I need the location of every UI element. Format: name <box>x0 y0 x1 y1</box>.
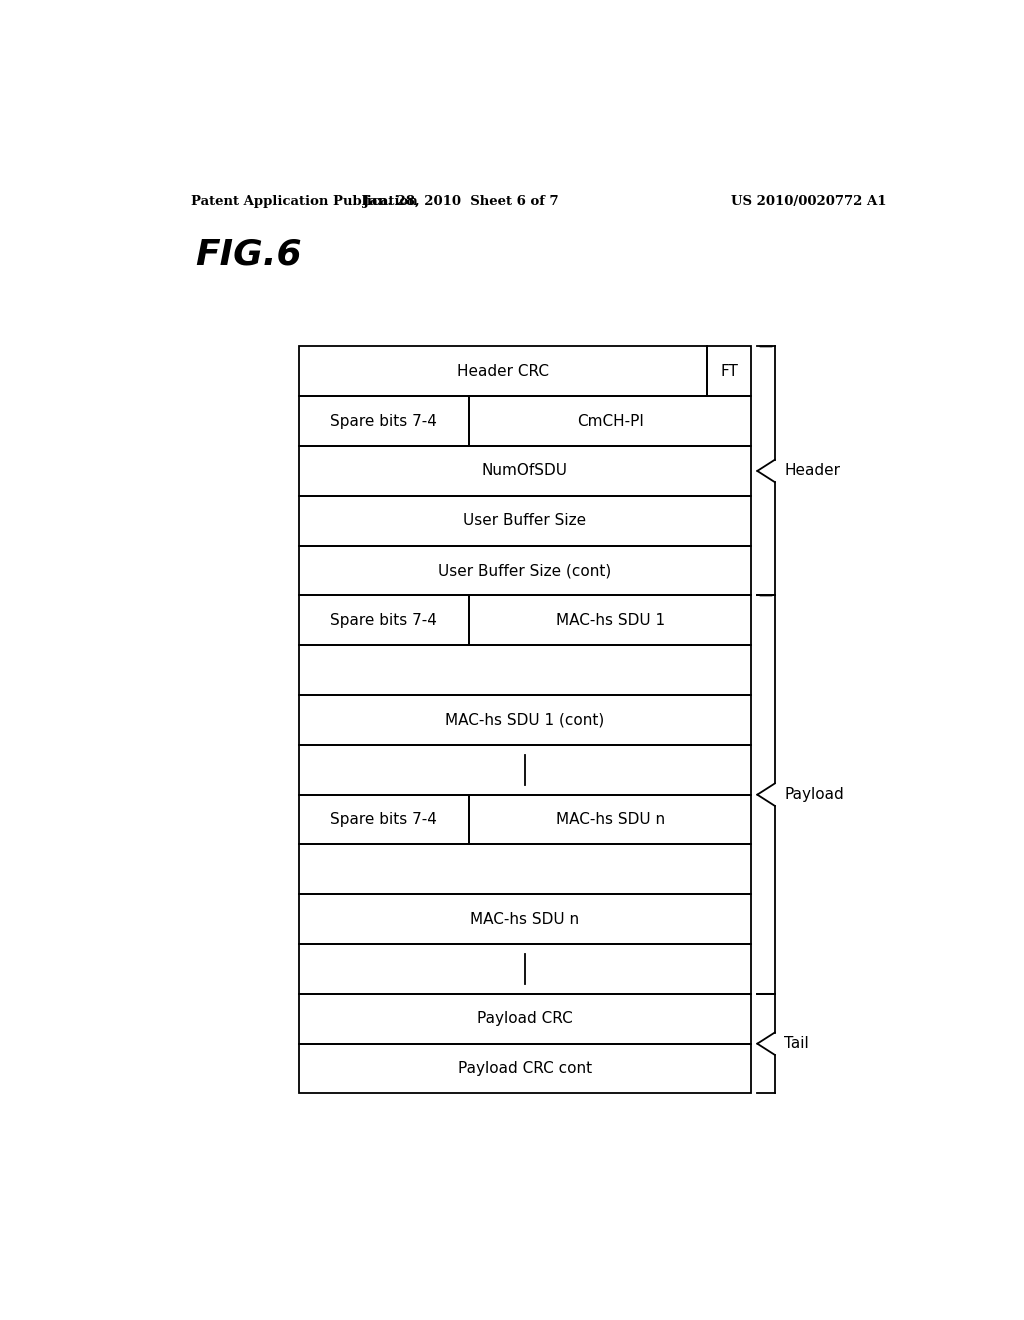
Text: MAC-hs SDU n: MAC-hs SDU n <box>556 812 665 828</box>
Bar <box>469 795 751 845</box>
Text: FIG.6: FIG.6 <box>196 238 302 272</box>
Text: User Buffer Size: User Buffer Size <box>463 513 587 528</box>
Bar <box>469 595 751 645</box>
Text: Payload CRC cont: Payload CRC cont <box>458 1061 592 1076</box>
Text: Tail: Tail <box>784 1036 809 1051</box>
Text: User Buffer Size (cont): User Buffer Size (cont) <box>438 564 611 578</box>
Bar <box>299 994 751 1044</box>
Bar <box>299 446 751 496</box>
Bar <box>299 595 469 645</box>
Text: Header: Header <box>784 463 841 478</box>
Text: Spare bits 7-4: Spare bits 7-4 <box>331 812 437 828</box>
Bar <box>469 396 751 446</box>
Text: Spare bits 7-4: Spare bits 7-4 <box>331 612 437 628</box>
Bar <box>299 744 751 795</box>
Bar <box>299 496 751 545</box>
Text: NumOfSDU: NumOfSDU <box>482 463 567 478</box>
Bar <box>299 545 751 595</box>
Text: Jan. 28, 2010  Sheet 6 of 7: Jan. 28, 2010 Sheet 6 of 7 <box>364 194 559 207</box>
Text: Payload: Payload <box>784 787 844 803</box>
Text: Payload CRC: Payload CRC <box>477 1011 572 1026</box>
Bar <box>299 795 469 845</box>
Bar <box>299 845 751 894</box>
Bar <box>299 894 751 944</box>
Text: MAC-hs SDU 1: MAC-hs SDU 1 <box>556 612 665 628</box>
Text: CmCH-PI: CmCH-PI <box>577 413 643 429</box>
Bar <box>299 1044 751 1093</box>
Bar <box>299 396 469 446</box>
Text: MAC-hs SDU 1 (cont): MAC-hs SDU 1 (cont) <box>445 713 604 727</box>
Text: US 2010/0020772 A1: US 2010/0020772 A1 <box>731 194 887 207</box>
Bar <box>299 696 751 744</box>
Bar <box>299 944 751 994</box>
Bar <box>708 346 751 396</box>
Text: Patent Application Publication: Patent Application Publication <box>191 194 418 207</box>
Bar <box>299 645 751 696</box>
Bar <box>299 346 708 396</box>
Text: Spare bits 7-4: Spare bits 7-4 <box>331 413 437 429</box>
Text: MAC-hs SDU n: MAC-hs SDU n <box>470 912 580 927</box>
Text: Header CRC: Header CRC <box>457 364 549 379</box>
Text: FT: FT <box>720 364 738 379</box>
